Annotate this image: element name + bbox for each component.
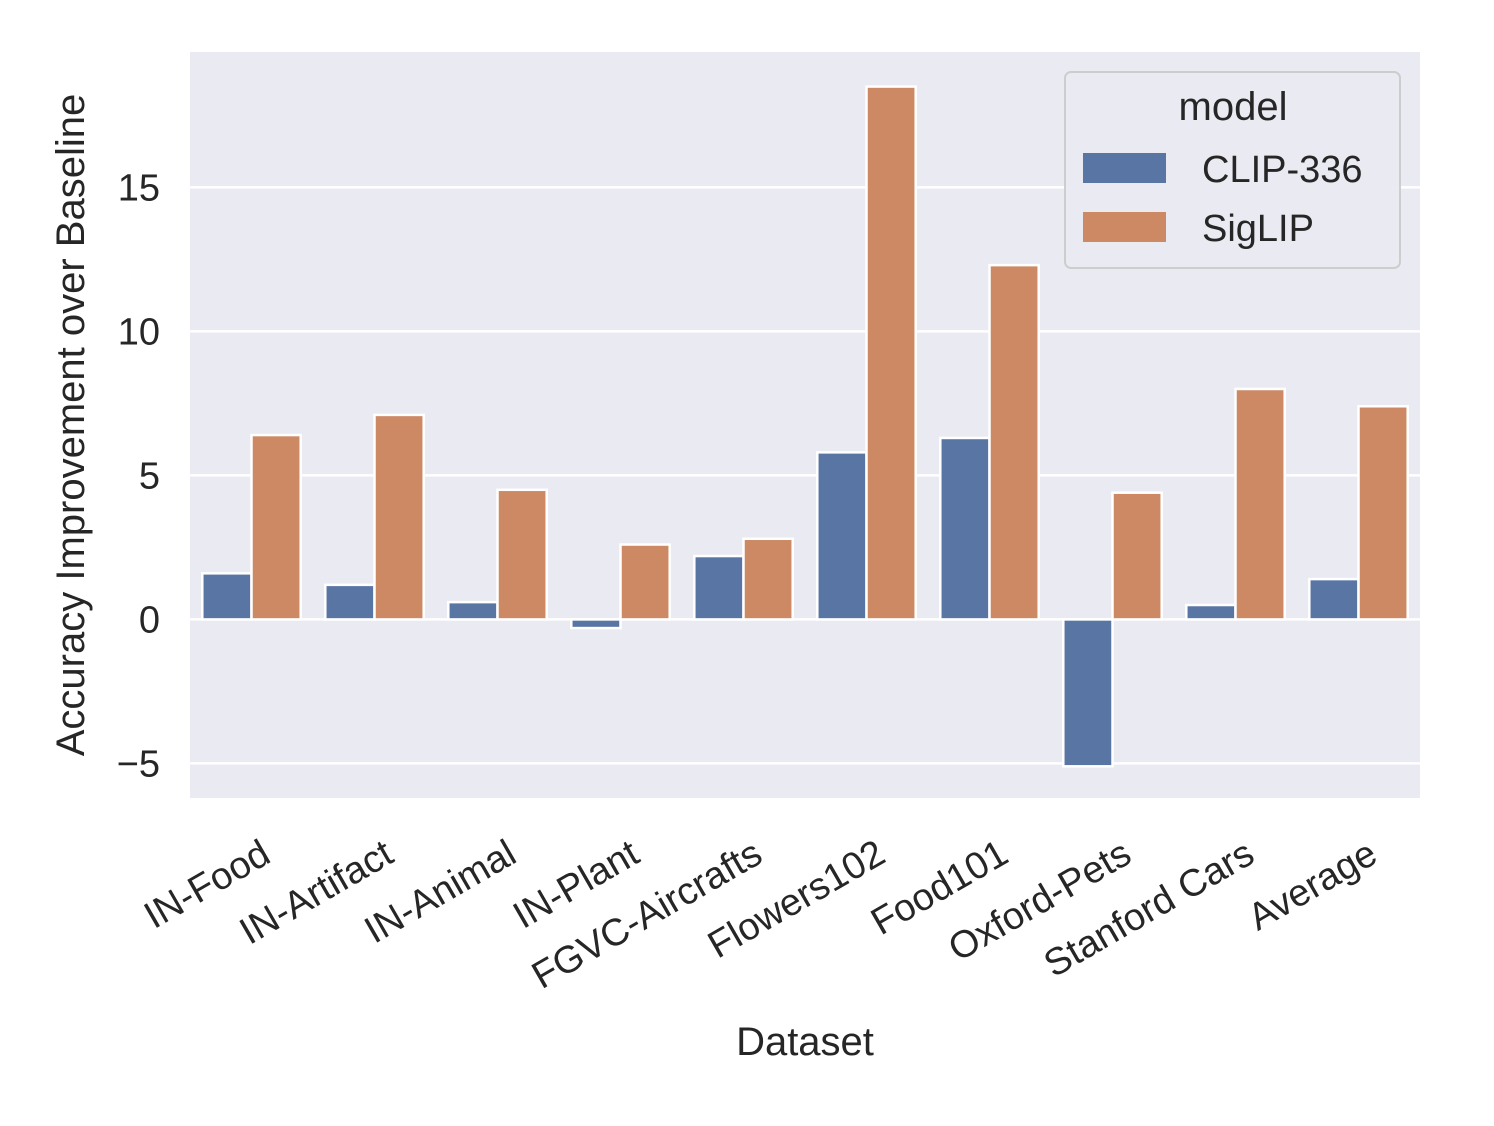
bar-clip-336-in-plant xyxy=(570,618,622,630)
bar-clip-336-in-food xyxy=(201,572,253,621)
x-tick-label-average: Average xyxy=(1241,832,1384,939)
y-tick-label: 5 xyxy=(139,455,160,497)
legend: model CLIP-336 SigLIP xyxy=(1064,71,1401,269)
bar-siglip-flowers102 xyxy=(865,85,917,621)
bar-clip-336-oxford-pets xyxy=(1062,618,1114,768)
bar-siglip-in-plant xyxy=(619,543,671,621)
legend-title: model xyxy=(1179,85,1288,129)
bar-clip-336-fgvc-aircrafts xyxy=(693,554,745,621)
y-tick-label: 10 xyxy=(118,311,160,353)
bar-siglip-stanford-cars xyxy=(1234,387,1286,621)
y-tick-label: 0 xyxy=(139,599,160,641)
bar-clip-336-in-artifact xyxy=(324,583,376,621)
legend-swatch-clip-336 xyxy=(1083,153,1166,183)
bar-siglip-in-food xyxy=(250,433,302,621)
bar-siglip-food101 xyxy=(988,263,1040,621)
y-tick-labels: −5 0 5 10 15 xyxy=(117,167,160,785)
bar-clip-336-food101 xyxy=(939,436,991,621)
y-tick-label: 15 xyxy=(118,167,160,209)
bar-siglip-in-artifact xyxy=(373,413,425,621)
bar-siglip-average xyxy=(1357,405,1409,621)
legend-swatch-siglip xyxy=(1083,212,1166,242)
legend-label-clip-336: CLIP-336 xyxy=(1202,149,1363,191)
bar-siglip-in-animal xyxy=(496,488,548,621)
x-axis-label: Dataset xyxy=(736,1020,874,1064)
legend-label-siglip: SigLIP xyxy=(1202,208,1314,250)
bar-clip-336-flowers102 xyxy=(816,451,868,621)
y-axis-label: Accuracy Improvement over Baseline xyxy=(49,94,93,757)
bar-siglip-oxford-pets xyxy=(1111,491,1163,621)
x-tick-labels: IN-FoodIN-ArtifactIN-AnimalIN-PlantFGVC-… xyxy=(137,832,1384,997)
bars xyxy=(201,85,1409,768)
bar-clip-336-average xyxy=(1308,577,1360,621)
y-tick-label: −5 xyxy=(117,743,160,785)
bar-clip-336-stanford-cars xyxy=(1185,603,1237,621)
x-tick-label-stanford-cars: Stanford Cars xyxy=(1037,832,1261,986)
bar-siglip-fgvc-aircrafts xyxy=(742,537,794,621)
bar-clip-336-in-animal xyxy=(447,600,499,621)
